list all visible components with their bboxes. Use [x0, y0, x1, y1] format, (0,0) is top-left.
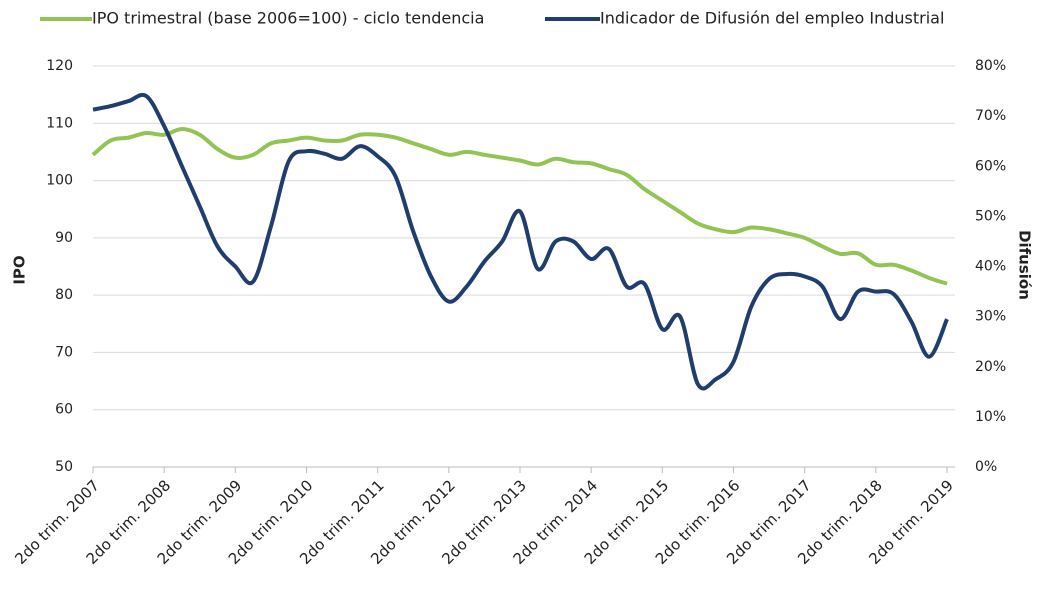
y2-tick-label: 80%: [975, 58, 1006, 74]
y-tick-label: 50: [55, 459, 73, 475]
y2-tick-label: 40%: [975, 259, 1006, 275]
y2-tick-label: 20%: [975, 359, 1006, 375]
y2-tick-label: 0%: [975, 459, 997, 475]
y-tick-label: 60: [55, 402, 73, 418]
legend-label: IPO trimestral (base 2006=100) - ciclo t…: [92, 9, 484, 28]
series-line: [92, 92, 949, 391]
y-tick-label: 90: [55, 230, 73, 246]
y2-tick-label: 60%: [975, 158, 1006, 174]
y-tick-label: 120: [46, 58, 73, 74]
y-tick-label: 80: [55, 287, 73, 303]
y-tick-label: 70: [55, 344, 73, 360]
y2-axis-title: Difusión: [1016, 230, 1034, 300]
legend-label: Indicador de Difusión del empleo Industr…: [600, 9, 944, 28]
y2-tick-label: 50%: [975, 208, 1006, 224]
y-tick-label: 100: [46, 173, 73, 189]
y-tick-label: 110: [46, 115, 73, 131]
y2-tick-label: 10%: [975, 409, 1006, 425]
y-axis-title: IPO: [11, 255, 29, 284]
series-line: [91, 127, 948, 286]
y2-tick-label: 30%: [975, 309, 1006, 325]
y2-tick-label: 70%: [975, 108, 1006, 124]
